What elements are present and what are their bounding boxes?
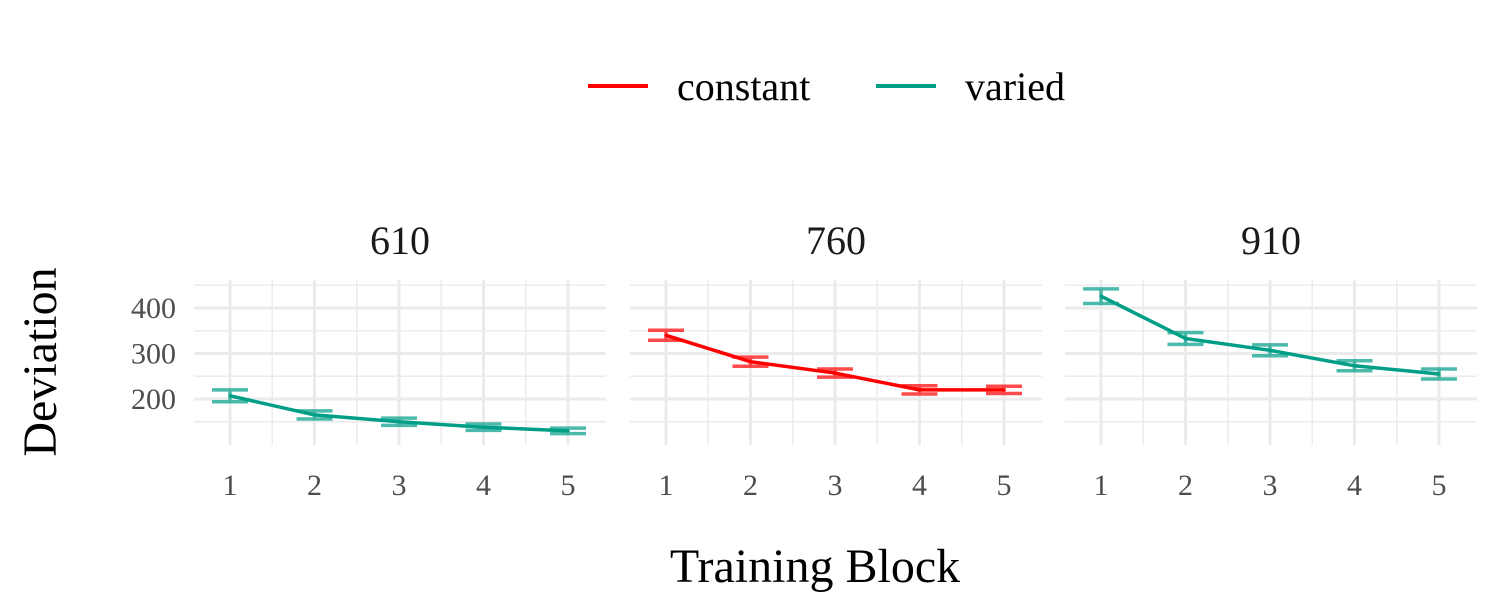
x-tick-label: 1 [1094, 469, 1109, 502]
data-point [749, 360, 752, 364]
x-tick-label: 3 [1263, 469, 1278, 502]
x-tick-label: 3 [828, 469, 843, 502]
x-axis-title: Training Block [670, 540, 960, 593]
x-tick-label: 4 [1347, 469, 1362, 502]
data-point [1184, 336, 1187, 340]
x-tick-label: 2 [743, 469, 758, 502]
data-point [482, 425, 485, 429]
y-tick-label: 400 [131, 292, 176, 325]
x-tick-label: 3 [392, 469, 407, 502]
data-point [1268, 348, 1272, 352]
panel-610: 610 1 2 3 4 5 200 300 400 [131, 218, 606, 502]
data-point [313, 413, 316, 417]
x-tick-label: 5 [1432, 469, 1447, 502]
data-point [833, 371, 837, 375]
data-point [397, 420, 401, 424]
data-point [918, 388, 921, 392]
legend: constant varied [588, 64, 1065, 109]
legend-label-constant: constant [677, 64, 810, 109]
x-tick-label: 1 [223, 469, 238, 502]
x-tick-label: 4 [912, 469, 927, 502]
x-tick-label: 2 [307, 469, 322, 502]
panels: 610 1 2 3 4 5 200 300 400 760 1 2 3 4 5 910 1 2 3 4 5 [131, 218, 1477, 502]
data-point [566, 429, 570, 433]
x-tick-label: 5 [561, 469, 576, 502]
x-tick-label: 1 [659, 469, 674, 502]
data-point [1099, 294, 1103, 298]
data-point [1002, 388, 1006, 392]
y-axis-title: Deviation [14, 267, 67, 456]
data-point [228, 394, 232, 398]
y-tick-label: 300 [131, 338, 176, 371]
data-point [1437, 372, 1441, 376]
panel-760: 760 1 2 3 4 5 [630, 218, 1042, 502]
panel-title-910: 910 [1241, 218, 1301, 263]
panel-title-760: 760 [806, 218, 866, 263]
y-tick-label: 200 [131, 383, 176, 416]
panel-title-610: 610 [370, 218, 430, 263]
x-tick-label: 2 [1178, 469, 1193, 502]
legend-label-varied: varied [965, 64, 1065, 109]
x-tick-label: 4 [476, 469, 491, 502]
panel-910: 910 1 2 3 4 5 [1065, 218, 1477, 502]
data-point [664, 333, 668, 337]
x-tick-label: 5 [997, 469, 1012, 502]
data-point [1353, 364, 1356, 368]
